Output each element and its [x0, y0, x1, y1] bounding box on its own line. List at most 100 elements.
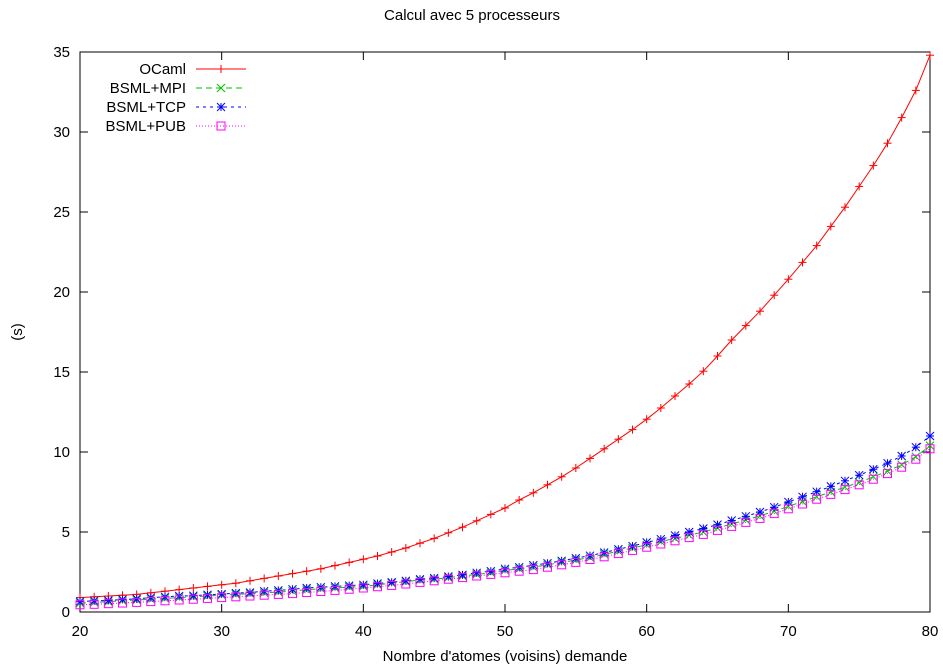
y-tick-label: 35	[53, 44, 70, 61]
data-point	[217, 593, 227, 603]
data-point	[841, 203, 849, 212]
legend-marker	[216, 83, 226, 93]
data-point	[756, 307, 764, 316]
data-point	[727, 336, 736, 344]
data-point	[642, 538, 652, 547]
data-point	[727, 516, 737, 525]
data-point	[316, 587, 326, 597]
data-point	[571, 557, 581, 567]
data-point	[656, 539, 666, 549]
data-point	[557, 560, 567, 570]
series-line	[79, 445, 931, 604]
data-point	[103, 599, 113, 609]
data-point	[146, 597, 156, 607]
data-point	[854, 478, 864, 487]
data-point	[302, 587, 312, 597]
data-point	[741, 511, 751, 521]
series-bsml-pub	[75, 444, 935, 610]
data-point	[925, 441, 935, 450]
data-point	[514, 566, 524, 576]
data-point	[330, 585, 340, 595]
legend-marker	[216, 102, 226, 112]
data-point	[231, 579, 240, 588]
data-point	[812, 241, 821, 250]
data-point	[401, 576, 411, 586]
data-point	[642, 542, 652, 552]
data-point	[614, 435, 623, 444]
data-point	[260, 574, 269, 583]
data-point	[656, 534, 666, 544]
data-point	[401, 544, 410, 552]
data-point	[684, 527, 694, 537]
data-point	[854, 480, 864, 490]
y-tick-label: 5	[62, 524, 70, 541]
data-point	[670, 531, 680, 540]
data-point	[274, 572, 283, 580]
data-point	[599, 552, 609, 562]
data-point	[713, 520, 722, 529]
data-point	[103, 596, 113, 605]
data-point	[302, 567, 311, 576]
data-point	[911, 452, 921, 462]
data-point	[812, 487, 822, 497]
data-point	[713, 525, 722, 535]
data-point	[925, 431, 935, 441]
series-line	[79, 448, 931, 606]
series-bsml-tcp	[75, 431, 935, 606]
data-point	[288, 569, 297, 578]
data-point	[387, 580, 397, 590]
data-point	[118, 598, 127, 608]
data-point	[868, 472, 878, 482]
data-point	[840, 476, 850, 486]
y-axis-title: (s)	[9, 323, 26, 341]
data-point	[75, 597, 85, 606]
data-point	[373, 582, 382, 592]
data-point	[613, 549, 623, 559]
data-point	[132, 597, 142, 607]
legend-label: BSML+MPI	[110, 80, 186, 97]
data-point	[486, 510, 495, 519]
x-axis-title: Nombre d'atomes (voisins) demande	[383, 648, 628, 665]
data-point	[543, 480, 552, 489]
data-point	[685, 380, 694, 388]
data-point	[826, 489, 836, 499]
data-point	[174, 595, 184, 605]
x-tick-label: 80	[922, 623, 939, 640]
data-point	[259, 590, 269, 600]
data-point	[586, 454, 594, 463]
data-point	[529, 488, 538, 497]
data-point	[359, 555, 368, 564]
x-tick-label: 20	[72, 623, 89, 640]
data-point	[288, 589, 297, 599]
data-point	[188, 594, 198, 604]
x-tick-label: 40	[355, 623, 372, 640]
data-point	[628, 545, 637, 555]
data-point	[783, 504, 793, 514]
data-point	[713, 352, 722, 360]
data-point	[784, 275, 793, 284]
data-point	[883, 458, 892, 468]
data-point	[897, 113, 906, 122]
y-tick-label: 20	[53, 284, 70, 301]
data-point	[458, 573, 467, 583]
legend-marker	[216, 121, 226, 131]
data-point	[656, 404, 665, 412]
data-point	[897, 460, 907, 470]
data-point	[755, 513, 765, 523]
data-point	[515, 496, 524, 504]
data-point	[344, 584, 354, 594]
data-point	[443, 572, 453, 581]
series-group	[75, 51, 935, 610]
data-point	[246, 576, 254, 585]
data-point	[897, 451, 907, 461]
data-point	[854, 470, 864, 480]
data-point	[373, 552, 382, 560]
data-point	[571, 464, 580, 472]
data-point	[798, 499, 807, 509]
data-point	[231, 592, 241, 602]
data-point	[358, 580, 368, 590]
data-point	[628, 425, 637, 434]
data-point	[89, 599, 99, 609]
data-point	[600, 444, 609, 453]
